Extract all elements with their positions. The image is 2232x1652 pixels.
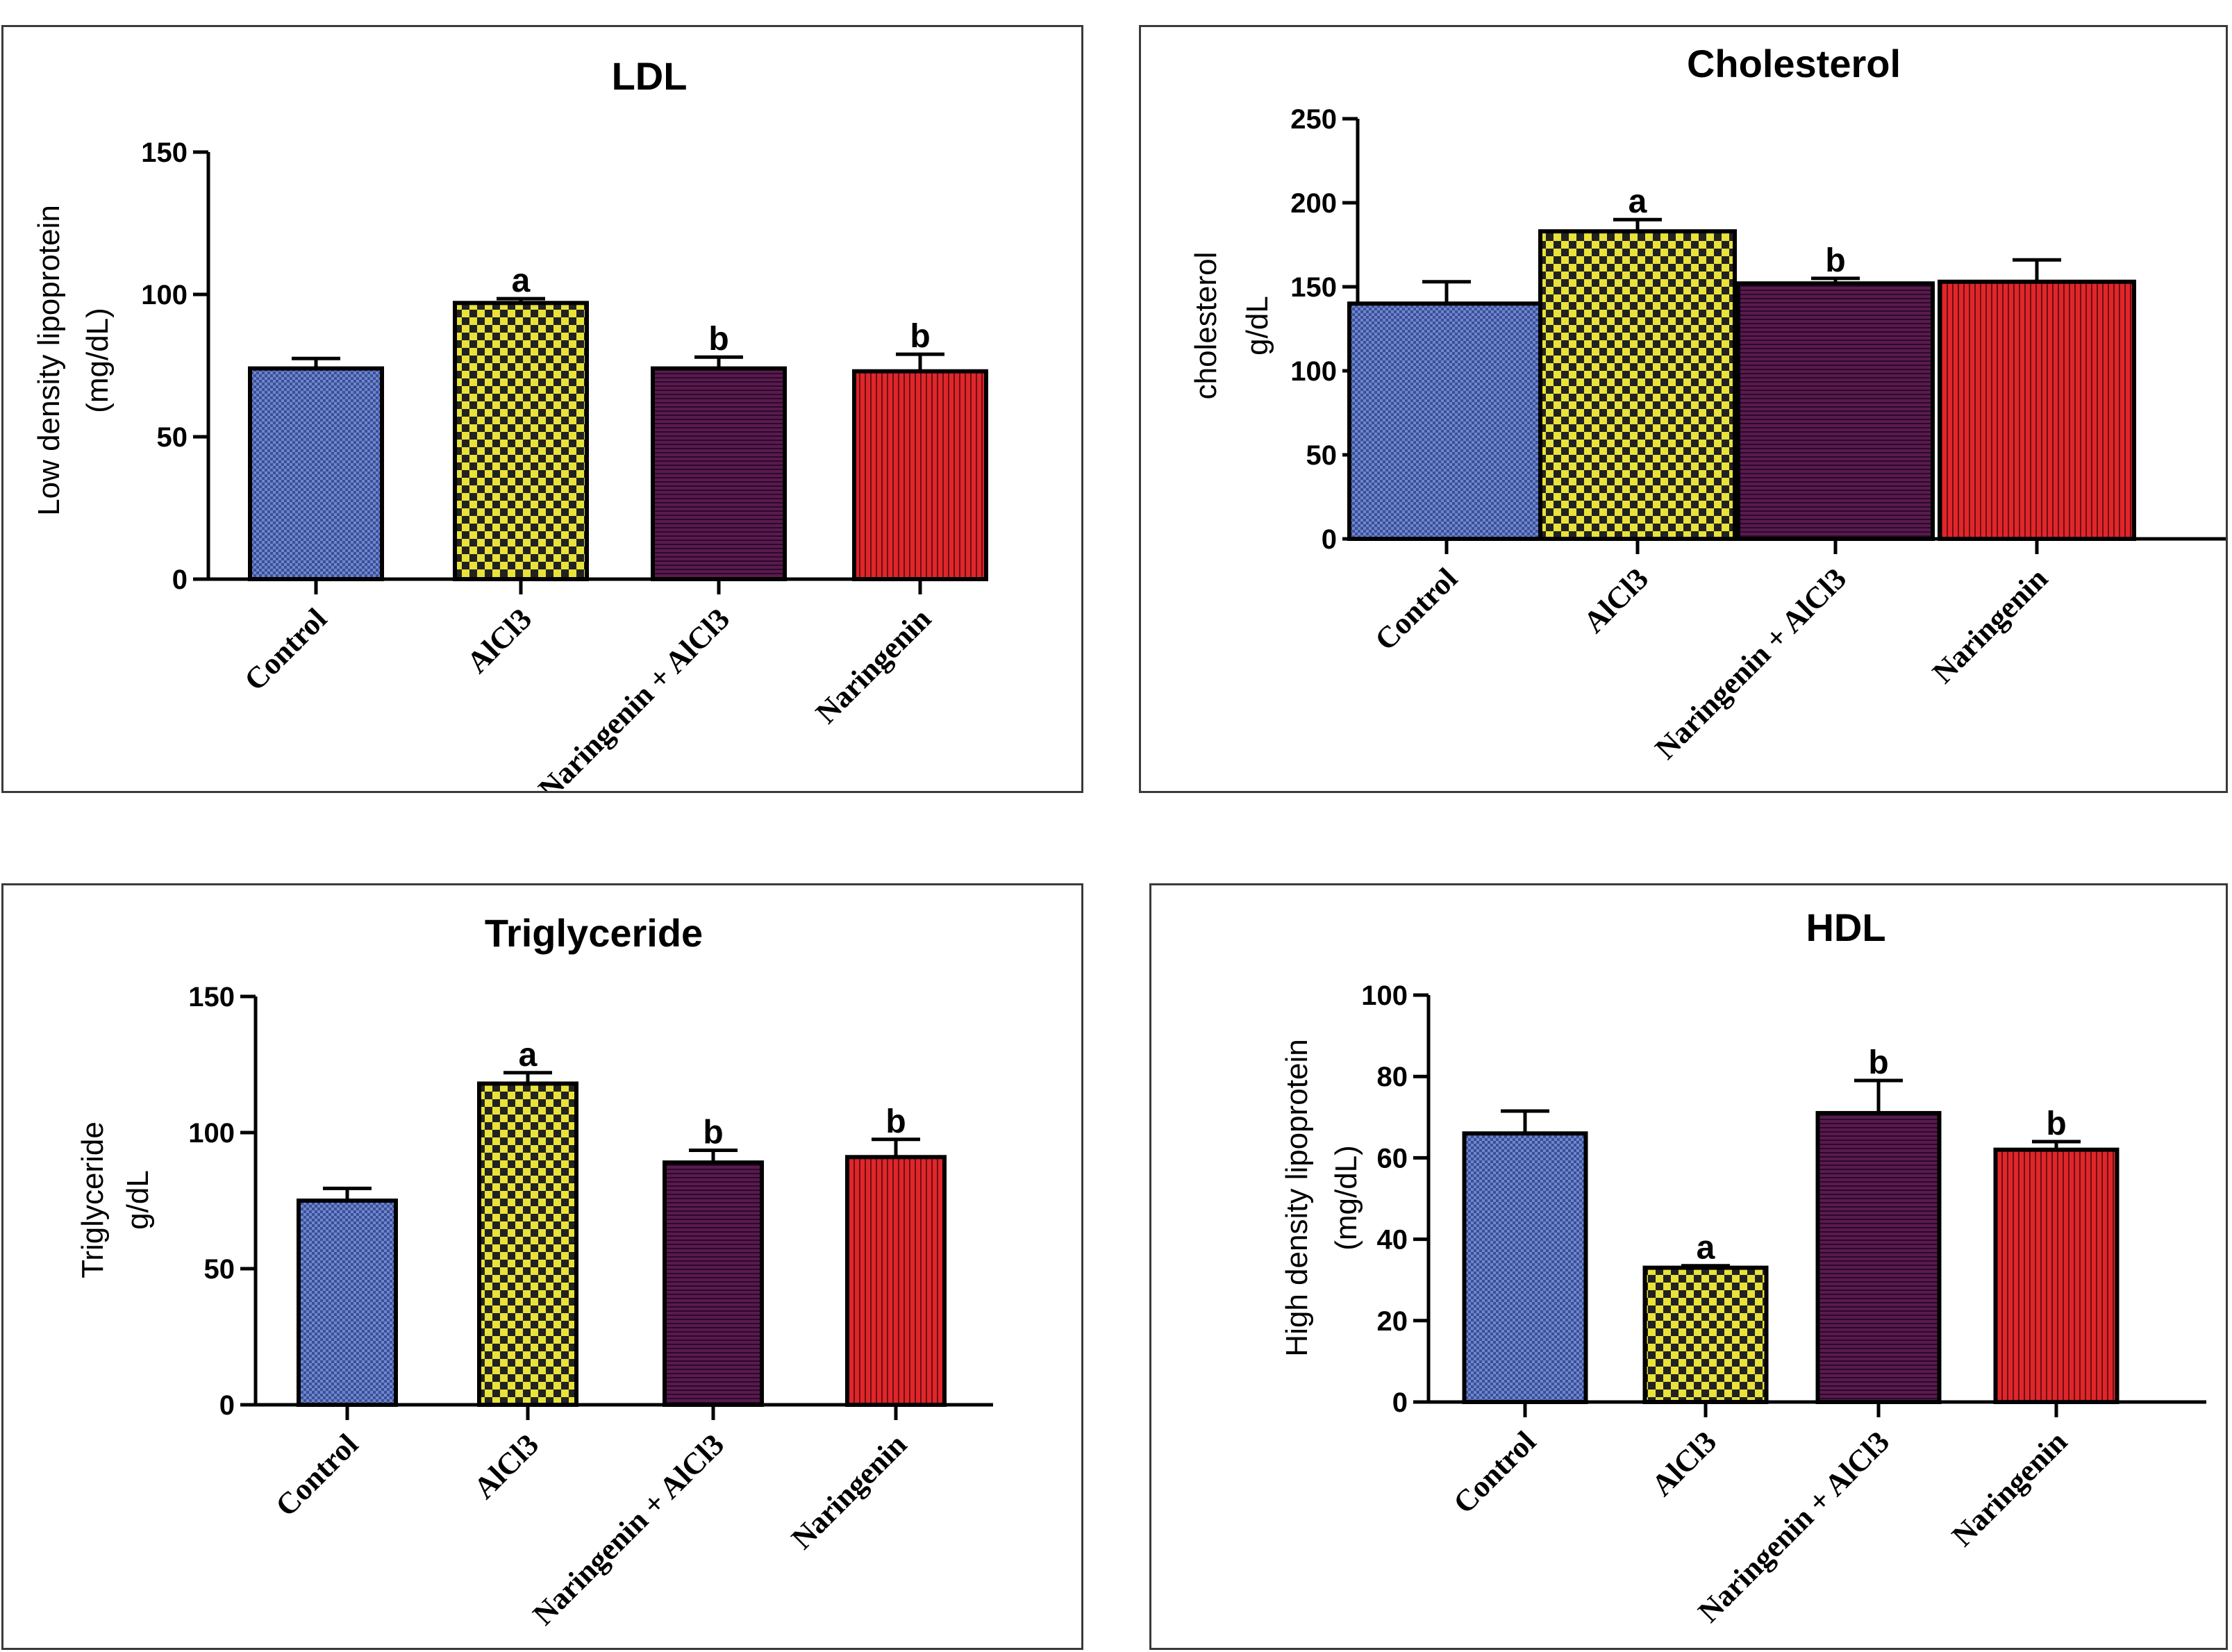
- triglyceride-chart: Triglyceride Triglyceride g/dL 0 50 100 150 Con…: [76, 911, 993, 1632]
- chart-panel-hdl: HDL High density lipoprotein (mg/dL) 0 20 40 6…: [1149, 883, 2228, 1650]
- chart-title: LDL: [612, 54, 688, 98]
- ldl-chart: LDL Low density lipoprotein (mg/dL) 0 50 100 1…: [32, 54, 988, 791]
- y-tick-label: 50: [1306, 440, 1338, 471]
- bar-control: [297, 1199, 398, 1407]
- significance-letter: a: [1697, 1230, 1715, 1267]
- x-tick-label-alcl3: AlCl3: [1577, 561, 1655, 639]
- significance-letter: b: [1825, 242, 1845, 279]
- bar-alcl3: [1642, 1265, 1769, 1404]
- chart-panel-cholesterol: Cholesterol cholesterol g/dL 0 50 100 150 200 25…: [1139, 25, 2228, 793]
- significance-letter: b: [885, 1103, 906, 1140]
- bar-control: [1347, 301, 1546, 541]
- significance-letter: b: [2046, 1105, 2066, 1142]
- chart-title: Triglyceride: [485, 911, 703, 955]
- hdl-chart: HDL High density lipoprotein (mg/dL) 0 20 40 6…: [1280, 906, 2206, 1629]
- bar-naringenin: [1938, 279, 2136, 541]
- y-axis-label: Low density lipoprotein: [32, 205, 66, 516]
- bar-naringenin: [852, 369, 988, 581]
- y-tick-label: 200: [1290, 188, 1337, 219]
- y-tick-label: 0: [1322, 524, 1337, 555]
- significance-letter: b: [910, 318, 930, 355]
- x-tick-label-alcl3: AlCl3: [467, 1427, 545, 1505]
- y-tick-label: 100: [141, 280, 188, 310]
- y-tick-label: 20: [1377, 1306, 1408, 1337]
- x-tick-label-naringenin: Naringenin: [1926, 561, 2054, 690]
- chart-panel-triglyceride: Triglyceride Triglyceride g/dL 0 50 100 150 Con…: [1, 883, 1083, 1650]
- x-tick-label-naringenin-alcl3: Naringenin + AlCl3: [1692, 1424, 1896, 1628]
- bar-naringenin-alcl3: [663, 1160, 764, 1407]
- y-axis-label: Triglyceride: [76, 1121, 110, 1278]
- cholesterol-chart: Cholesterol cholesterol g/dL 0 50 100 150 200 25…: [1189, 42, 2226, 766]
- bar-naringenin-alcl3: [1736, 281, 1935, 541]
- y-tick-label: 0: [219, 1390, 235, 1421]
- y-axis-label: cholesterol: [1189, 252, 1223, 400]
- y-tick-label: 100: [1290, 356, 1337, 387]
- y-tick-label: 150: [1290, 272, 1337, 303]
- y-tick-label: 40: [1377, 1225, 1408, 1255]
- x-tick-label-naringenin: Naringenin: [785, 1427, 913, 1555]
- bar-control: [248, 366, 384, 581]
- significance-letter: a: [512, 262, 531, 299]
- bar-alcl3: [1538, 229, 1737, 541]
- y-tick-label: 50: [204, 1254, 235, 1285]
- x-tick-label-control: Control: [269, 1427, 365, 1523]
- bar-alcl3: [477, 1081, 578, 1407]
- chart-title: Cholesterol: [1687, 42, 1901, 85]
- significance-letter: b: [708, 321, 728, 358]
- x-tick-label-naringenin-alcl3: Naringenin + AlCl3: [532, 601, 736, 791]
- x-tick-label-naringenin-alcl3: Naringenin + AlCl3: [526, 1427, 731, 1631]
- significance-letter: b: [1868, 1044, 1888, 1081]
- y-tick-label: 0: [1392, 1387, 1408, 1418]
- bar-naringenin-alcl3: [1815, 1110, 1942, 1404]
- y-tick-label: 250: [1290, 104, 1337, 135]
- y-tick-label: 0: [172, 565, 188, 595]
- bar-naringenin-alcl3: [651, 366, 787, 581]
- x-tick-label-naringenin: Naringenin: [809, 601, 938, 730]
- y-axis-label: g/dL: [1240, 296, 1274, 356]
- y-axis-label: (mg/dL): [1329, 1145, 1363, 1251]
- y-tick-label: 80: [1377, 1062, 1408, 1092]
- x-tick-label-naringenin: Naringenin: [1945, 1424, 2074, 1553]
- y-axis-label: g/dL: [121, 1170, 155, 1230]
- bar-control: [1462, 1131, 1588, 1404]
- y-tick-label: 100: [1361, 981, 1408, 1011]
- chart-panel-ldl: LDL Low density lipoprotein (mg/dL) 0 50 100 1…: [1, 25, 1083, 793]
- x-tick-label-control: Control: [1447, 1424, 1542, 1520]
- x-tick-label-alcl3: AlCl3: [1645, 1424, 1723, 1502]
- y-tick-label: 100: [188, 1118, 235, 1149]
- chart-title: HDL: [1806, 906, 1885, 949]
- bar-alcl3: [453, 301, 589, 581]
- x-tick-label-alcl3: AlCl3: [460, 601, 538, 679]
- x-tick-label-control: Control: [238, 601, 333, 697]
- significance-letter: b: [703, 1114, 723, 1151]
- x-tick-label-naringenin-alcl3: Naringenin + AlCl3: [1649, 561, 1853, 765]
- significance-letter: a: [519, 1037, 538, 1074]
- x-tick-label-control: Control: [1368, 561, 1464, 657]
- y-tick-label: 60: [1377, 1143, 1408, 1174]
- y-tick-label: 150: [141, 137, 188, 168]
- bar-naringenin: [1993, 1147, 2119, 1404]
- bar-naringenin: [845, 1155, 947, 1407]
- y-axis-label: (mg/dL): [81, 308, 115, 413]
- significance-letter: a: [1629, 183, 1647, 220]
- y-tick-label: 150: [188, 982, 235, 1012]
- y-tick-label: 50: [157, 422, 188, 453]
- y-axis-label: High density lipoprotein: [1280, 1039, 1314, 1356]
